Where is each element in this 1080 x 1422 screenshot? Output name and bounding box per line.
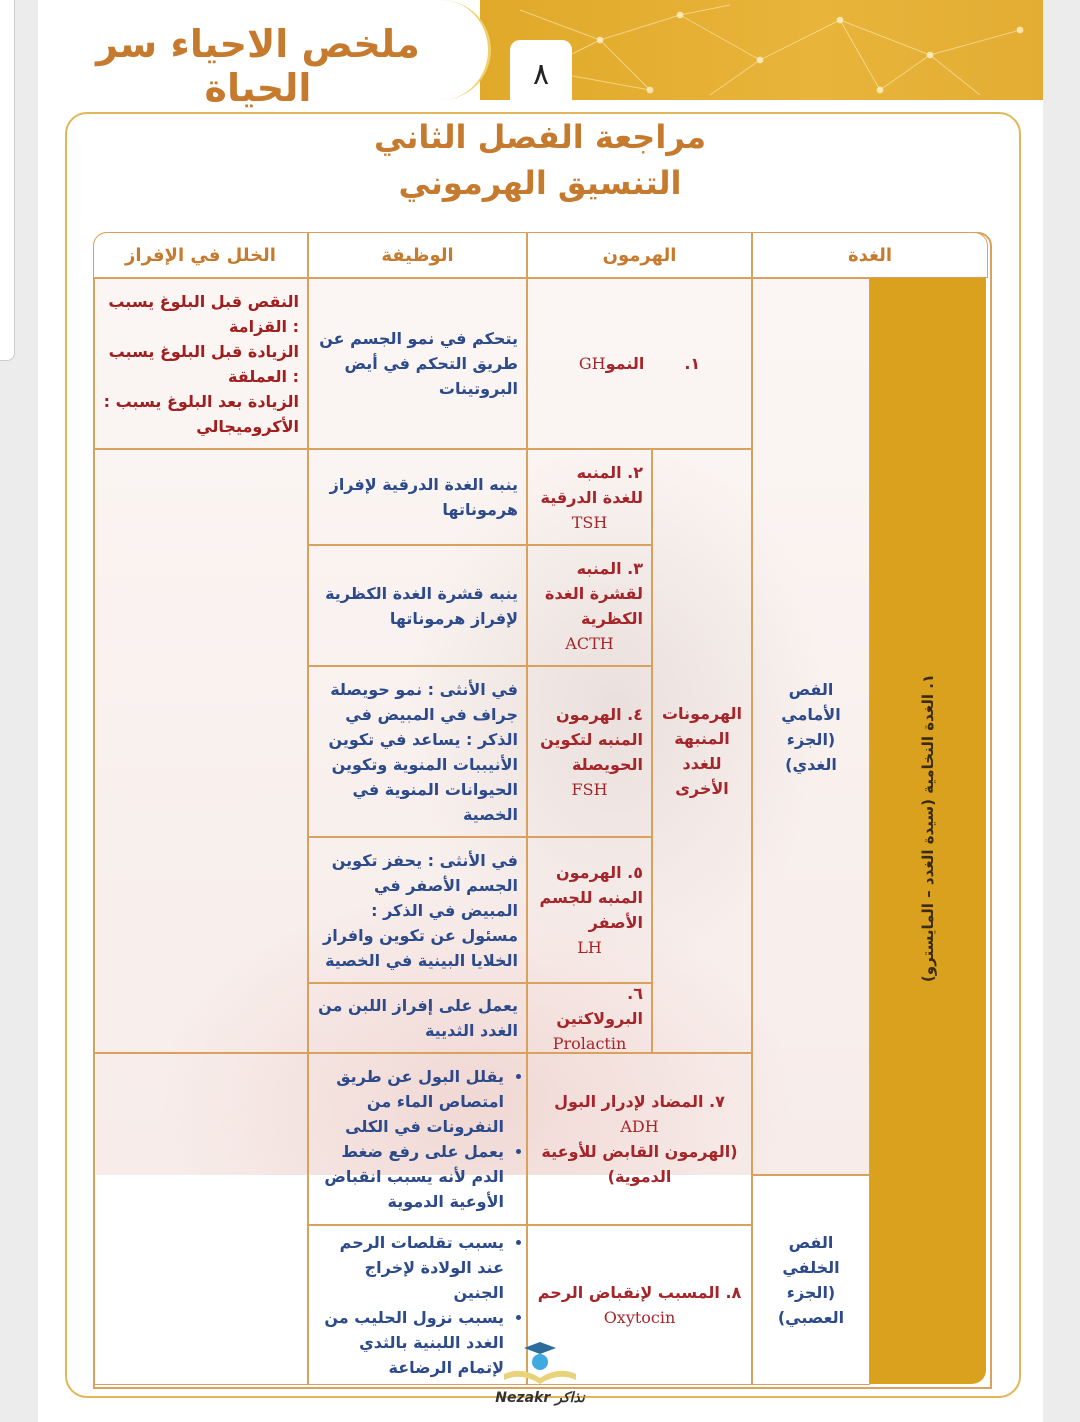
function-adh: يقلل البول عن طريق امتصاص الماء من النفر… (308, 1053, 527, 1225)
function-gh: يتحكم في نمو الجسم عن طريق التحكم في أيض… (308, 278, 527, 449)
hormone-lh: ٥. الهرمون المنبه للجسم الأصفر LH (527, 837, 652, 983)
disorder-gh: النقص قبل البلوغ يسبب : القزامة الزيادة … (93, 278, 308, 449)
hormone-name: ٦. البرولاكتين (556, 983, 643, 1028)
graduate-book-icon (504, 1342, 576, 1384)
hormone-name: ٥. الهرمون المنبه للجسم الأصفر (539, 863, 643, 932)
header-band (480, 0, 1043, 100)
hormone-name: ٢. المنبه للغدة الدرقية (540, 462, 643, 507)
logo-text: Nezakr نذاكر (495, 1390, 585, 1406)
title-pill (38, 0, 491, 100)
hormone-abbr: ADH (620, 1117, 659, 1136)
hormone-oxytocin: ٨. المسبب لإنقباض الرحم Oxytocin (527, 1225, 752, 1385)
disorder-empty (93, 449, 308, 1053)
function-prolactin: يعمل على إفراز اللبن من الغدد الثديية (308, 983, 527, 1053)
previous-page-edge (0, 0, 15, 361)
hormone-prolactin: ٦. البرولاكتين Prolactin (527, 983, 652, 1053)
row-number: ١. (684, 354, 701, 373)
posterior-lobe: الفص الخلفي (الجزء العصبي) (752, 1175, 870, 1385)
page-number: ٨ (510, 40, 572, 102)
hormone-tsh: ٢. المنبه للغدة الدرقية TSH (527, 449, 652, 545)
hormone-adh: ٧. المضاد لإدرار البول ADH (الهرمون القا… (527, 1053, 752, 1225)
network-pattern-icon (519, 4, 1024, 96)
hormone-acth: ٣. المنبه لقشرة الغدة الكظرية ACTH (527, 545, 652, 666)
disorder-item: الزيادة قبل البلوغ يسبب : العملقة (108, 341, 299, 386)
anterior-lobe: الفص الأمامي (الجزء الغدي) (752, 278, 870, 1175)
hormone-fsh: ٤. الهرمون المنبه لتكوين الحويصلة FSH (527, 666, 652, 837)
hormone-name: النمو (605, 354, 645, 373)
disorder-item: الزيادة بعد البلوغ يسبب : الأكروميجالي (103, 391, 299, 436)
hormone-abbr: LH (577, 938, 602, 957)
hormone-abbr: Prolactin (552, 1033, 627, 1053)
function-oxytocin: يسبب تقلصات الرحم عند الولادة لإخراج الج… (308, 1225, 527, 1385)
function-tsh: ينبه الغدة الدرقية لإفراز هرموناتها (308, 449, 527, 545)
content-frame (65, 112, 1021, 1398)
book-title: ملخص الاحياء سر الحياة (96, 22, 420, 110)
background-photo-watermark (96, 279, 870, 1175)
hormone-alt-name: (الهرمون القابض للأوعية الدموية) (541, 1142, 738, 1186)
header-disorder: الخلل في الإفراز (93, 232, 308, 278)
header-gland: الغدة (752, 232, 988, 278)
function-lh: في الأنثى : يحفز تكوين الجسم الأصفر في ا… (308, 837, 527, 983)
hormone-name: ٤. الهرمون المنبه لتكوين الحويصلة (540, 704, 643, 774)
hormone-abbr: TSH (571, 512, 608, 532)
gland-band (870, 278, 986, 1384)
hormone-abbr: GH (578, 354, 606, 373)
hormone-name: ٧. المضاد لإدرار البول (554, 1092, 725, 1111)
function-item: يعمل على رفع ضغط الدم لأنه يسبب انقباض ا… (317, 1139, 504, 1214)
chapter-title: مراجعة الفصل الثاني (373, 118, 707, 156)
hormone-abbr: ACTH (565, 633, 614, 653)
chapter-subtitle: التنسيق الهرموني (398, 164, 682, 202)
pituitary-gland-label: ١. الغدة النخامية (سيدة الغدد – المايستر… (919, 673, 937, 983)
function-fsh: في الأنثى : نمو حويصلة جراف في المبيض في… (308, 666, 527, 837)
function-item: يسبب تقلصات الرحم عند الولادة لإخراج الج… (317, 1230, 504, 1305)
hormone-name: ٣. المنبه لقشرة الغدة الكظرية (545, 558, 643, 628)
function-item: يقلل البول عن طريق امتصاص الماء من النفر… (317, 1064, 504, 1139)
header-hormone: الهرمون (527, 232, 752, 278)
function-item: يسبب نزول الحليب من الغدد اللبنية بالثدي… (317, 1305, 504, 1380)
hormone-gh: ١. النمو GH (527, 278, 752, 449)
function-acth: ينبه قشرة الغدة الكظرية لإفراز هرموناتها (308, 545, 527, 666)
nezakr-logo: Nezakr نذاكر (490, 1340, 590, 1406)
disorder-empty-posterior (93, 1053, 308, 1385)
hormone-abbr: FSH (571, 779, 608, 799)
hormone-abbr: Oxytocin (603, 1308, 676, 1327)
header-function: الوظيفة (308, 232, 527, 278)
stimulating-hormones-group: الهرمونات المنبهة للغدد الأخرى (652, 449, 752, 1053)
disorder-item: النقص قبل البلوغ يسبب : القزامة (108, 291, 299, 336)
hormone-name: ٨. المسبب لإنقباض الرحم (537, 1283, 742, 1302)
